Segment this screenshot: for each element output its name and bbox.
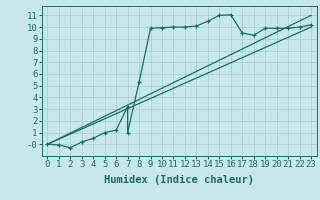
X-axis label: Humidex (Indice chaleur): Humidex (Indice chaleur) xyxy=(104,175,254,185)
